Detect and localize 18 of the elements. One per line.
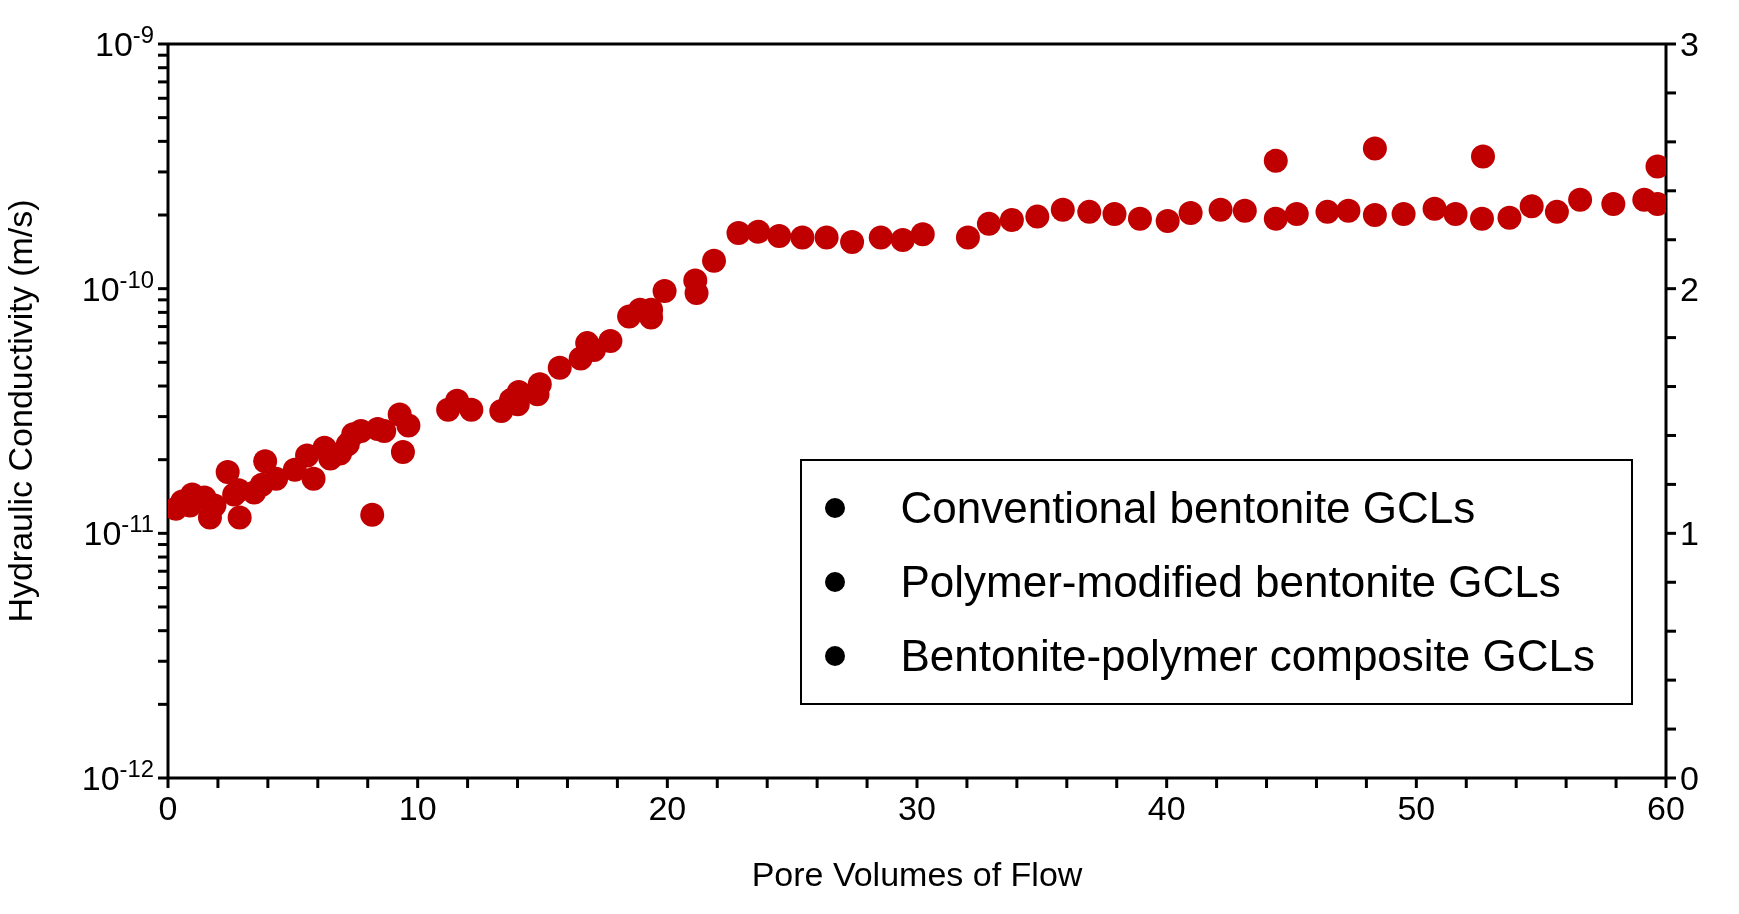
- y-tick-label: 10$^{-11}$: [83, 509, 154, 553]
- x-tick-label: 40: [1147, 789, 1186, 827]
- y-tick-label: 10$^{-12}$: [81, 754, 154, 797]
- y2-tick-label: 1: [1680, 514, 1699, 553]
- legend-label: Bentonite-polymer composite GCLs: [900, 630, 1595, 682]
- y-axis-title: Hydraulic Conductivity (m/s): [1, 199, 40, 623]
- y-tick-label: 10$^{-9}$: [95, 20, 154, 63]
- x-tick-label: 0: [158, 789, 178, 827]
- x-tick-label: 10: [398, 789, 437, 827]
- y2-tick-label: 3: [1680, 25, 1699, 63]
- x-tick-label: 30: [898, 789, 936, 827]
- x-tick-label: 50: [1397, 789, 1436, 827]
- x-axis-title: Pore Volumes of Flow: [751, 855, 1083, 893]
- x-tick-label: 20: [648, 789, 687, 827]
- y-tick-label: 10$^{-10}$: [81, 265, 154, 308]
- legend-label: Polymer-modified bentonite GCLs: [900, 556, 1561, 608]
- legend-label: Conventional bentonite GCLs: [900, 482, 1476, 534]
- y2-tick-label: 2: [1680, 269, 1699, 308]
